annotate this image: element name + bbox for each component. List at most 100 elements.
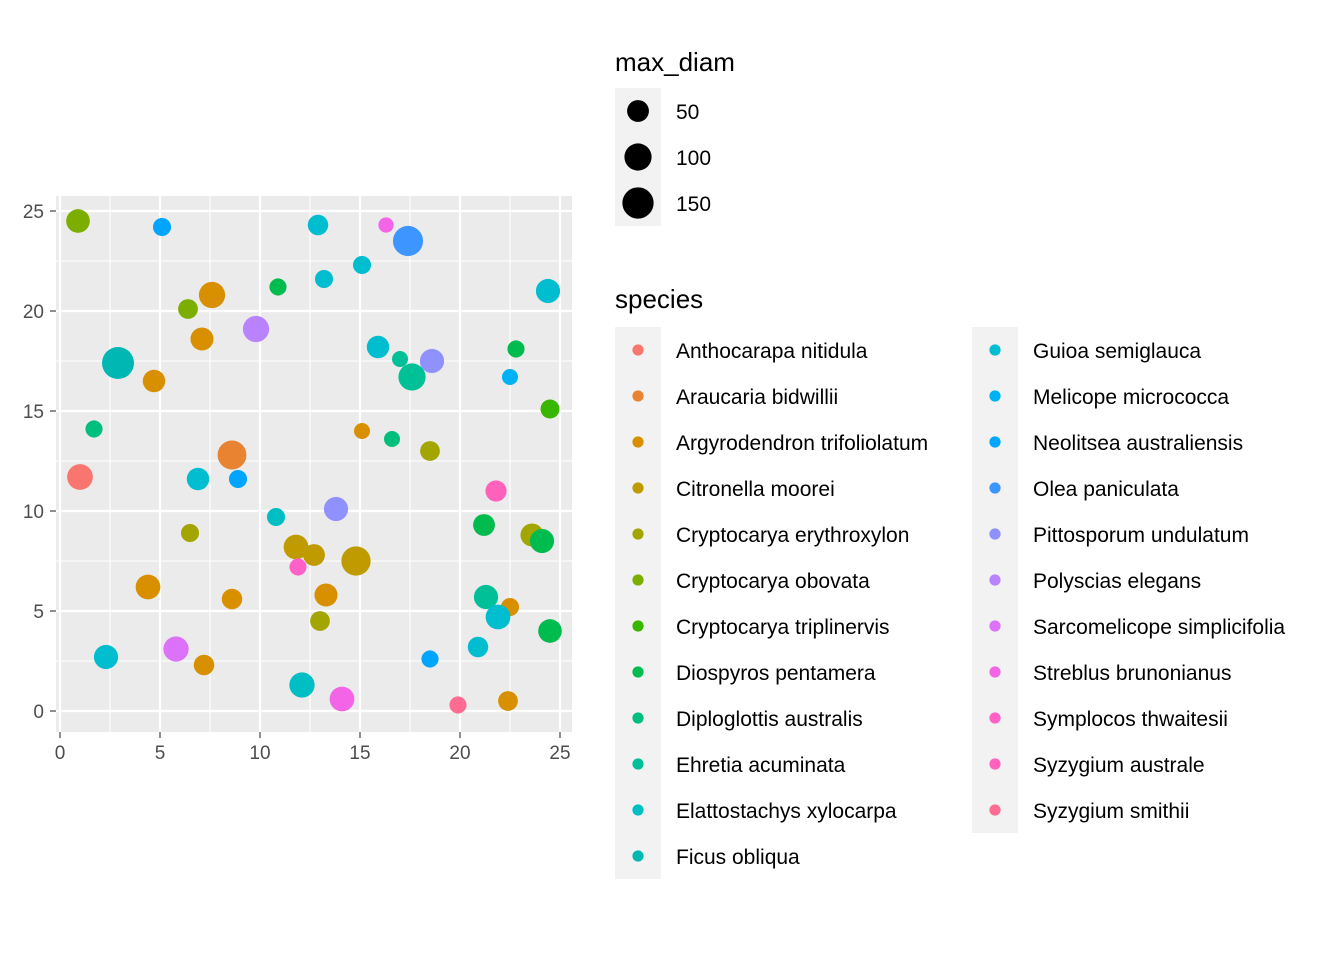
- data-point: [102, 347, 134, 379]
- data-point: [421, 650, 439, 668]
- color-legend-label: Pittosporum undulatum: [1033, 524, 1249, 547]
- x-tick-label: 5: [155, 743, 166, 764]
- y-tick-label: 0: [33, 702, 44, 723]
- data-point: [266, 507, 286, 527]
- color-legend-label: Diospyros pentamera: [676, 662, 876, 685]
- y-tick-label: 10: [23, 502, 44, 523]
- x-tick-label: 15: [349, 743, 370, 764]
- data-point: [135, 574, 161, 600]
- data-point: [163, 636, 189, 662]
- data-point: [307, 214, 329, 236]
- data-point: [485, 480, 507, 502]
- data-point: [540, 399, 560, 419]
- data-point: [85, 420, 103, 438]
- x-tick-label: 10: [249, 743, 270, 764]
- color-legend-label: Argyrodendron trifoliolatum: [676, 432, 928, 455]
- color-legend-key: [632, 712, 644, 724]
- size-legend-key: [624, 143, 652, 171]
- data-point: [473, 514, 495, 536]
- color-legend-key: [989, 758, 1001, 770]
- data-point: [391, 350, 409, 368]
- color-legend-key: [632, 344, 644, 356]
- color-legend-label: Polyscias elegans: [1033, 570, 1201, 593]
- color-legend-key: [989, 344, 1001, 356]
- data-point: [242, 315, 270, 343]
- y-tick-label: 15: [23, 402, 44, 423]
- x-axis: 0 5 10 15 20 25: [55, 732, 571, 764]
- color-legend-title: species: [615, 284, 703, 314]
- data-point: [289, 672, 315, 698]
- size-legend-label: 150: [676, 193, 711, 216]
- data-point: [420, 441, 440, 461]
- color-legend-key: [989, 528, 1001, 540]
- plot-panel: [56, 196, 572, 732]
- data-point: [66, 209, 90, 233]
- data-point: [152, 217, 172, 237]
- color-legend-label: Elattostachys xylocarpa: [676, 800, 897, 823]
- size-legend: max_diam 50 100 150: [615, 47, 735, 226]
- size-legend-key: [622, 187, 654, 219]
- color-legend-label: Sarcomelicope simplicifolia: [1033, 616, 1285, 639]
- y-tick-label: 5: [33, 602, 44, 623]
- data-point: [283, 534, 309, 560]
- color-legend-key: [632, 574, 644, 586]
- data-point: [180, 523, 200, 543]
- data-point: [323, 496, 349, 522]
- data-point: [190, 327, 214, 351]
- data-point: [341, 546, 371, 576]
- data-point: [269, 278, 287, 296]
- data-point: [289, 558, 307, 576]
- size-legend-label: 50: [676, 101, 699, 124]
- color-legend-key: [989, 436, 1001, 448]
- color-legend-key: [989, 804, 1001, 816]
- data-point: [198, 281, 226, 309]
- y-tick-label: 25: [23, 202, 44, 223]
- data-point: [352, 255, 372, 275]
- color-legend-label: Symplocos thwaitesii: [1033, 708, 1228, 731]
- color-legend-key: [989, 482, 1001, 494]
- data-point: [535, 278, 561, 304]
- color-legend-key: [989, 390, 1001, 402]
- data-point: [178, 299, 198, 319]
- color-legend-label: Ficus obliqua: [676, 846, 800, 869]
- color-legend-key: [632, 804, 644, 816]
- color-legend: species Anthocarapa nitidula Araucaria bi…: [615, 284, 1285, 879]
- color-legend-label: Cryptocarya triplinervis: [676, 616, 890, 639]
- color-legend-key-bg: [615, 327, 661, 879]
- data-points: [66, 209, 562, 714]
- data-point: [93, 644, 119, 670]
- color-legend-key: [632, 666, 644, 678]
- grid-major-lines: [56, 196, 572, 732]
- y-tick-label: 20: [23, 302, 44, 323]
- data-point: [419, 348, 445, 374]
- data-point: [378, 217, 394, 233]
- data-point: [467, 636, 489, 658]
- color-legend-key: [989, 620, 1001, 632]
- data-point: [193, 654, 215, 676]
- color-legend-key: [632, 620, 644, 632]
- color-legend-label: Anthocarapa nitidula: [676, 340, 868, 363]
- size-legend-label: 100: [676, 147, 711, 170]
- color-legend-label: Syzygium smithii: [1033, 800, 1189, 823]
- color-legend-label: Neolitsea australiensis: [1033, 432, 1243, 455]
- data-point: [221, 588, 243, 610]
- data-point: [529, 528, 555, 554]
- color-legend-label: Streblus brunonianus: [1033, 662, 1231, 685]
- data-point: [501, 368, 519, 386]
- color-legend-key: [989, 666, 1001, 678]
- x-tick-label: 0: [55, 743, 66, 764]
- y-axis: 0 5 10 15 20 25: [23, 202, 56, 723]
- data-point: [142, 369, 166, 393]
- data-point: [329, 686, 355, 712]
- color-legend-label: Olea paniculata: [1033, 478, 1179, 501]
- color-legend-label: Cryptocarya obovata: [676, 570, 870, 593]
- data-point: [473, 584, 499, 610]
- x-tick-label: 25: [549, 743, 570, 764]
- data-point: [392, 225, 424, 257]
- color-legend-key: [989, 574, 1001, 586]
- size-legend-key: [627, 100, 649, 122]
- data-point: [498, 691, 518, 711]
- color-legend-label: Citronella moorei: [676, 478, 835, 501]
- data-point: [67, 464, 93, 490]
